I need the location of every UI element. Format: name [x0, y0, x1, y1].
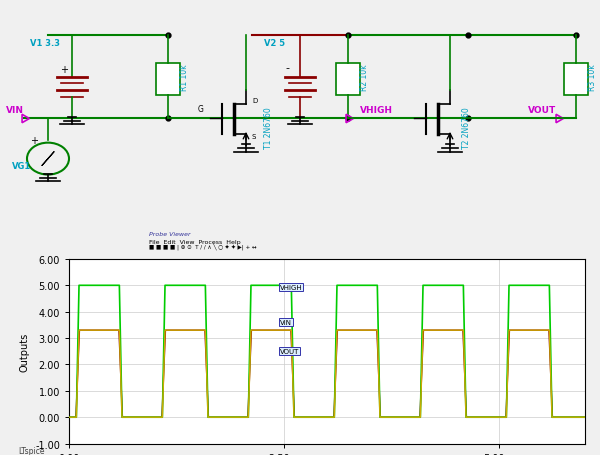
Text: VG1: VG1 [12, 162, 31, 170]
Text: T2 2N6760: T2 2N6760 [462, 106, 471, 148]
Text: S: S [252, 134, 256, 140]
Y-axis label: Outputs: Outputs [20, 332, 29, 371]
Text: V2 5: V2 5 [264, 39, 285, 47]
Text: V1 3.3: V1 3.3 [30, 39, 60, 47]
Text: VIN: VIN [6, 106, 24, 115]
Text: VIN: VIN [280, 319, 292, 325]
Text: D: D [252, 97, 257, 103]
Text: File  Edit  View  Process  Help: File Edit View Process Help [149, 240, 240, 245]
Text: VHIGH: VHIGH [360, 106, 393, 115]
Text: +: + [30, 135, 38, 145]
Text: Probe Viewer: Probe Viewer [149, 232, 190, 237]
Text: -: - [285, 62, 289, 72]
Text: VOUT: VOUT [280, 348, 299, 354]
Text: T1 2N6760: T1 2N6760 [264, 106, 273, 148]
Text: R1 10k: R1 10k [180, 64, 189, 91]
Text: LTspice: LTspice [18, 446, 44, 455]
Text: R3 10k: R3 10k [588, 64, 597, 91]
Bar [336, 64, 360, 96]
Bar [156, 64, 180, 96]
Text: R2 10k: R2 10k [360, 64, 369, 91]
Text: VHIGH: VHIGH [280, 285, 302, 291]
Text: VOUT: VOUT [528, 106, 556, 115]
Bar [564, 64, 588, 96]
Text: +: + [60, 65, 68, 75]
Text: ■ ■ ■ ■ | ⊕ ⊙  T / / ∧ ╲ ○ ✦ ✦ ▶| + ↔: ■ ■ ■ ■ | ⊕ ⊙ T / / ∧ ╲ ○ ✦ ✦ ▶| + ↔ [149, 243, 256, 250]
Text: G: G [198, 105, 204, 113]
